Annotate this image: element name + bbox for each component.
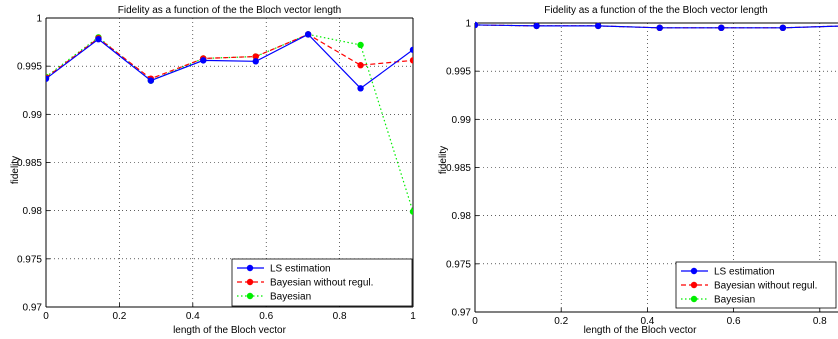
y-tick-label: 0.995 (446, 67, 471, 78)
y-tick-label: 0.98 (23, 206, 43, 217)
legend-label: Bayesian without regul. (270, 278, 373, 289)
data-point (357, 41, 364, 49)
series-line (46, 33, 413, 90)
data-point (409, 46, 413, 53)
x-tick-label: 0.4 (186, 311, 200, 322)
data-point (718, 24, 725, 32)
legend-marker (690, 281, 698, 289)
y-tick-label: 0.975 (17, 254, 42, 265)
series-line (475, 24, 838, 29)
legend-label: Bayesian (270, 292, 311, 303)
y-tick-label: 0.99 (452, 115, 472, 126)
x-tick-label: 0.4 (640, 316, 654, 327)
data-point (475, 21, 479, 29)
x-tick-label: 0.6 (727, 316, 741, 327)
y-tick-label: 0.975 (446, 259, 471, 270)
data-point (46, 75, 50, 82)
data-point (357, 62, 364, 69)
data-point (533, 22, 540, 30)
x-tick-label: 0 (472, 316, 478, 327)
series-line (46, 33, 413, 80)
data-point (594, 22, 602, 30)
left-chart-ylabel: fidelity (10, 156, 21, 184)
data-point (357, 85, 364, 92)
x-tick-label: 0.8 (813, 316, 827, 327)
y-tick-label: 0.995 (17, 62, 42, 73)
x-tick-label: 0 (43, 311, 49, 322)
y-tick-label: 0.98 (452, 211, 472, 222)
legend-marker (246, 278, 254, 286)
data-point (656, 24, 663, 32)
legend-box (675, 261, 837, 309)
right-chart-title: Fidelity as a function of the the Bloch … (544, 5, 767, 16)
series-group (46, 31, 413, 215)
y-tick-label: 1 (465, 19, 471, 30)
data-point (304, 31, 312, 38)
data-point (252, 53, 259, 60)
x-tick-label: 0.2 (554, 316, 568, 327)
y-tick-label: 0.99 (23, 110, 43, 121)
data-point (252, 58, 259, 65)
series-line (475, 24, 838, 29)
y-tick-label: 0.985 (446, 163, 471, 174)
x-tick-label: 0.8 (333, 311, 347, 322)
legend-label: LS estimation (270, 264, 331, 275)
left-chart-title: Fidelity as a function of the the Bloch … (118, 5, 341, 16)
y-tick-label: 0.97 (452, 308, 472, 319)
left-chart-plot-area: 0 0.2 0.4 0.6 0.8 1 0.97 0.975 0.98 0.985 0.99 0.99… (17, 14, 416, 323)
legend-marker (690, 267, 698, 275)
legend: LS estimation Bayesian without regul. Baye… (231, 258, 413, 307)
legend: LS estimation Bayesian without regul. Baye… (675, 261, 837, 309)
series-group (475, 21, 838, 32)
data-point (779, 24, 787, 32)
left-chart-xlabel: length of the Bloch vector (173, 325, 287, 336)
data-point (95, 35, 102, 43)
legend-label: Bayesian (714, 295, 755, 306)
data-point (147, 77, 155, 84)
y-tick-label: 0.985 (17, 158, 42, 169)
x-tick-label: 0.2 (112, 311, 126, 322)
legend-label: Bayesian without regul. (714, 281, 817, 292)
legend-marker (246, 292, 254, 300)
data-point (409, 57, 413, 64)
left-chart: Fidelity as a function of the the Bloch … (10, 5, 416, 336)
y-tick-label: 0.97 (23, 303, 43, 314)
legend-label: LS estimation (714, 267, 775, 278)
axes-frame (45, 17, 414, 308)
legend-marker (246, 264, 254, 272)
right-chart-ylabel: fidelity (438, 146, 449, 174)
x-tick-label: 0.6 (259, 311, 273, 322)
data-point (409, 208, 413, 215)
legend-marker (690, 295, 698, 303)
right-chart-xlabel: length of the Bloch vector (584, 325, 698, 336)
data-point (200, 57, 207, 64)
x-tick-label: 1 (410, 311, 416, 322)
y-tick-label: 1 (36, 14, 42, 25)
right-chart: Fidelity as a function of the the Bloch … (438, 5, 838, 336)
right-chart-plot-area: 0 0.2 0.4 0.6 0.8 0.97 0.975 0.98 0.985 0.99 0.995… (446, 19, 838, 327)
